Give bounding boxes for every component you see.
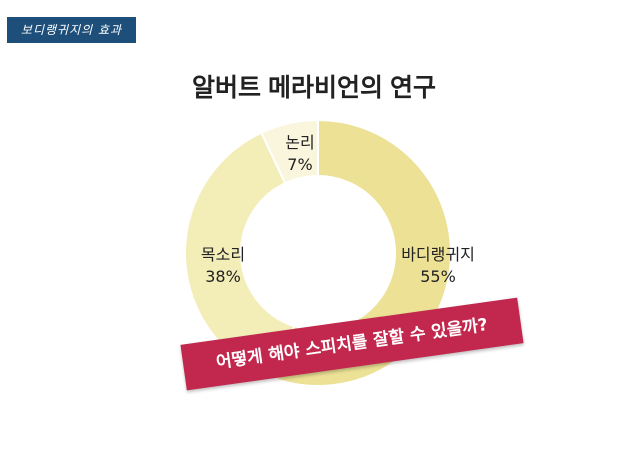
slice-label-2: 논리	[285, 133, 314, 152]
slice-value-2: 7%	[287, 155, 312, 174]
slice-1	[184, 131, 296, 381]
slice-value-0: 55%	[420, 267, 456, 286]
header-tag: 보디랭귀지의 효과	[7, 17, 136, 43]
slice-2	[260, 118, 319, 185]
slice-label-1: 목소리	[201, 245, 245, 264]
slice-value-1: 38%	[205, 267, 241, 286]
slice-label-0: 바디랭귀지	[401, 245, 475, 264]
chart-title: 알버트 메라비언의 연구	[192, 74, 436, 102]
